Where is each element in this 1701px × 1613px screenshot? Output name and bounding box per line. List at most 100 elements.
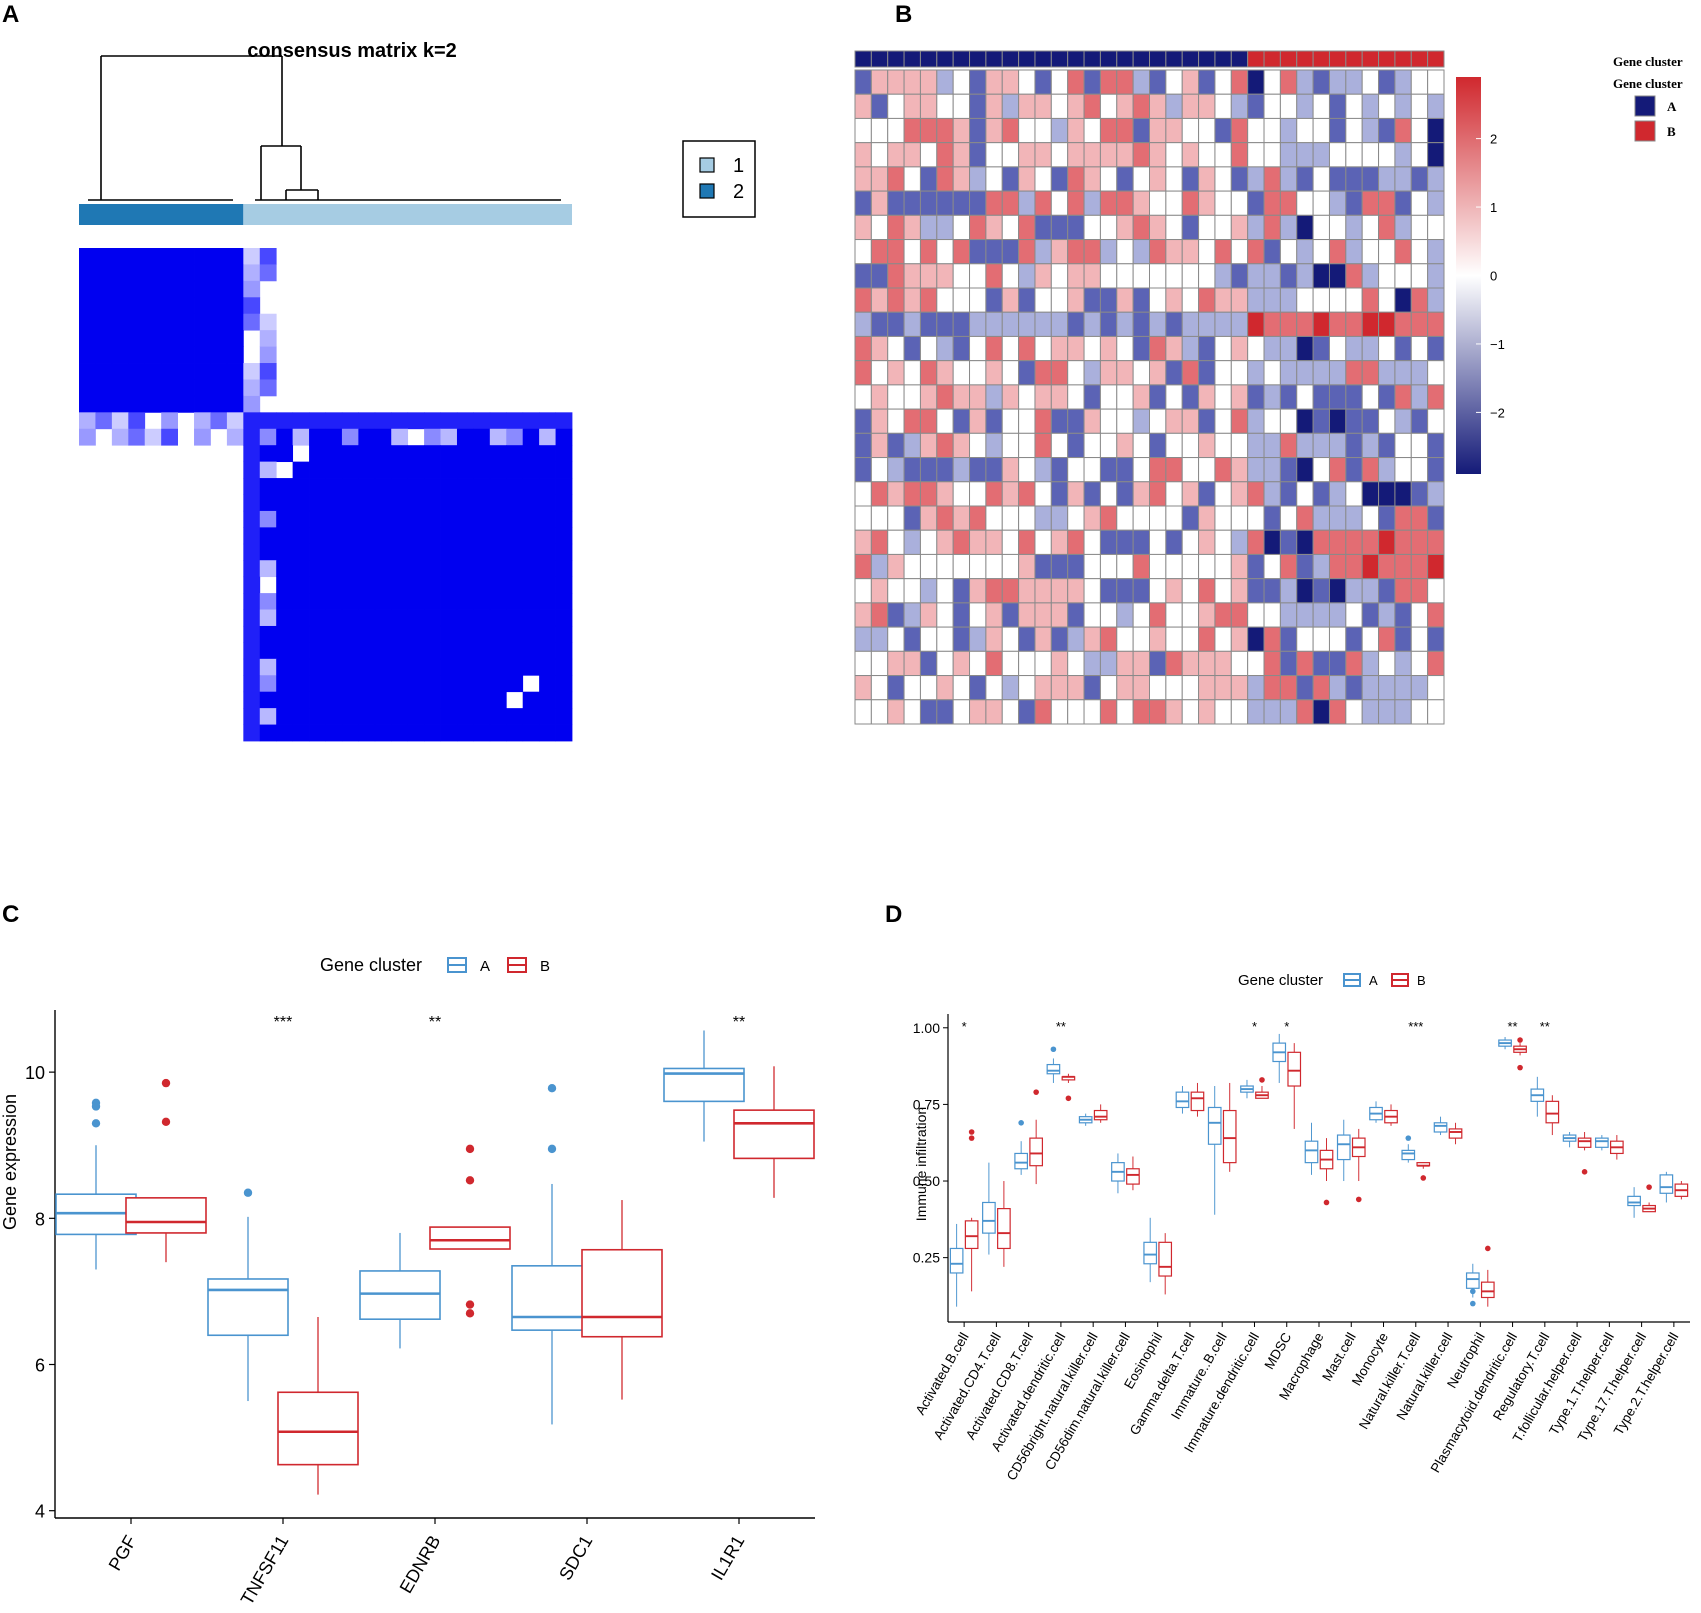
consensus-cell [555,543,573,561]
heatmap-cell [903,239,921,265]
heatmap-cell [887,699,905,725]
heatmap-cell [1361,481,1380,507]
consensus-annotation-cluster-2 [79,204,244,225]
heatmap-cell [1198,432,1216,459]
c-legend-label-a: A [480,958,490,975]
heatmap-cell [1230,602,1249,628]
consensus-cell [259,346,277,364]
consensus-cell [292,428,310,446]
heatmap-cell [1149,142,1167,168]
consensus-cell [522,543,540,561]
heatmap-cell [1410,142,1429,168]
consensus-cell [276,527,294,545]
heatmap-cell [1165,360,1183,386]
heatmap-cell [1116,311,1134,337]
consensus-cell [358,494,376,512]
heatmap-cell [1230,335,1249,362]
heatmap-legend-swatch-a [1634,95,1656,117]
consensus-cell [243,461,261,479]
consensus-cell [194,330,211,347]
heatmap-cell [1410,602,1429,628]
consensus-cell [259,264,277,282]
heatmap-cell [1394,287,1412,313]
heatmap-cell [1034,239,1052,265]
consensus-cell [473,576,491,594]
heatmap-cell [1230,142,1249,168]
consensus-cell [522,576,540,594]
heatmap-cell [919,166,938,192]
heatmap-cell [870,432,889,459]
heatmap-cell [1165,602,1183,628]
heatmap-cell [1116,481,1134,507]
consensus-cell [111,379,129,397]
heatmap-cell [969,553,987,580]
heatmap-cell [1099,214,1118,241]
heatmap-cell [903,287,921,313]
heatmap-annotation-cell [1050,50,1069,68]
heatmap-cell [936,287,954,313]
heatmap-cell [1149,69,1167,95]
consensus-cell [128,264,146,282]
heatmap-cell [1410,553,1429,580]
heatmap-cell [1050,457,1069,483]
heatmap-cell [969,190,987,216]
heatmap-cell [870,142,889,168]
heatmap-cell [1116,142,1134,168]
heatmap-cell [1230,166,1249,192]
heatmap-cell [1018,93,1036,119]
heatmap-cell [870,166,889,192]
consensus-cell [374,510,392,528]
heatmap-cell [1067,360,1085,386]
consensus-cell [506,708,524,725]
consensus-cell [473,675,491,693]
consensus-cell [79,346,96,364]
consensus-cell [391,543,409,561]
consensus-cell [341,543,359,561]
heatmap-cell [887,190,905,216]
consensus-cell [374,675,392,693]
consensus-cell [391,708,409,725]
heatmap-cell [1296,166,1314,192]
heatmap-cell [1394,384,1412,410]
heatmap-cell [1296,408,1314,434]
consensus-cell [325,461,343,479]
consensus-cell [79,363,96,380]
consensus-cell [407,543,425,561]
consensus-cell [489,478,507,495]
heatmap-cell [919,481,938,507]
heatmap-cell [1328,190,1347,216]
consensus-cell [210,280,228,298]
heatmap-cell [1001,529,1020,555]
consensus-cell [506,724,524,742]
heatmap-cell [985,93,1003,119]
heatmap-cell [1034,578,1052,604]
heatmap-cell [1247,505,1265,531]
c-legend-key-b [507,957,527,973]
heatmap-cell [1018,529,1036,555]
heatmap-cell [1018,190,1036,216]
heatmap-cell [1296,263,1314,289]
heatmap-cell [1247,553,1265,580]
heatmap-cell [936,529,954,555]
heatmap-cell [1214,263,1232,289]
consensus-cell [358,478,376,495]
heatmap-cell [1214,650,1232,677]
box-body [277,1391,359,1466]
heatmap-cell [1230,214,1249,241]
heatmap-cell [1050,699,1069,725]
consensus-cell [456,494,474,512]
heatmap-cell [870,263,889,289]
heatmap-cell [919,311,938,337]
consensus-cell [309,445,326,463]
heatmap-cell [1279,69,1298,95]
heatmap-cell [1410,360,1429,386]
heatmap-annotation-cell [1230,50,1249,68]
consensus-cell [440,658,458,676]
consensus-matrix [79,248,573,742]
heatmap-cell [1378,505,1396,531]
heatmap-cell [1230,432,1249,459]
heatmap-cell [1050,142,1069,168]
heatmap-cell [903,384,921,410]
box-body [359,1270,441,1320]
